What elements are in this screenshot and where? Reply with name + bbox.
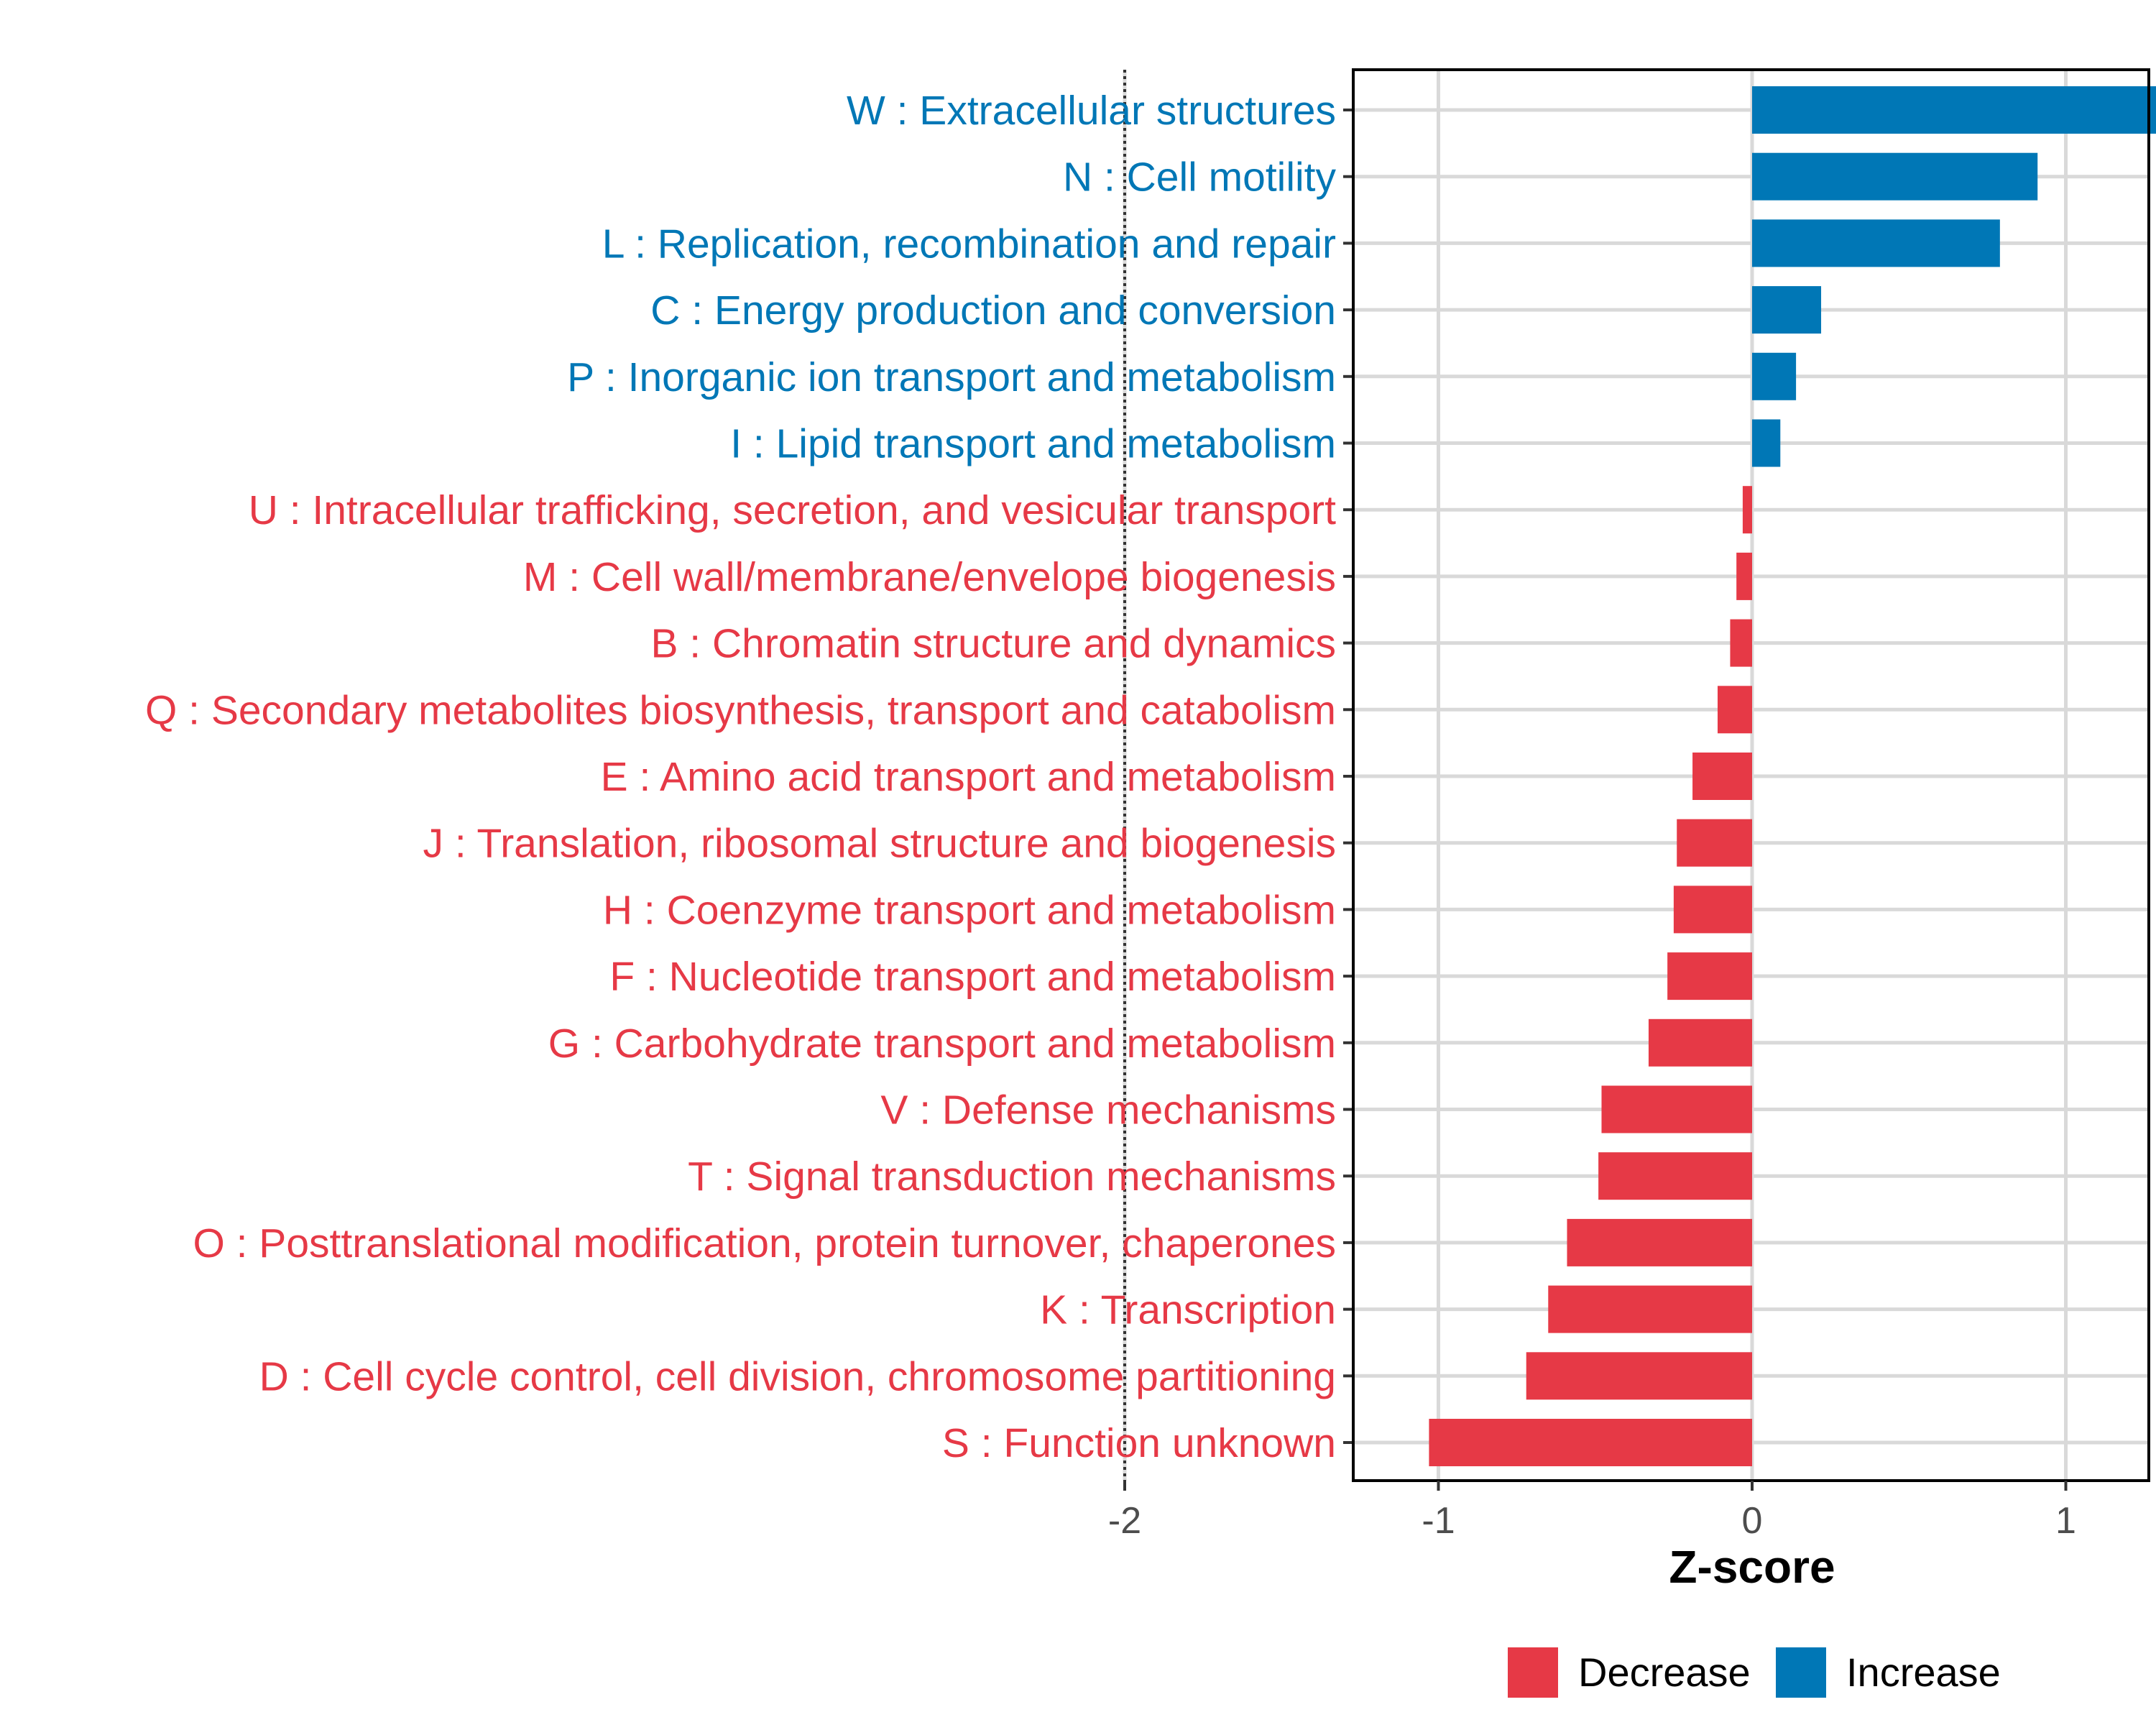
- bars: [1429, 86, 2156, 1466]
- bar: [1601, 1085, 1752, 1133]
- bar: [1752, 219, 2000, 267]
- bar: [1752, 419, 1781, 467]
- legend-label: Decrease: [1578, 1650, 1751, 1695]
- bar: [1548, 1285, 1752, 1333]
- bar: [1752, 352, 1797, 400]
- legend-swatch: [1776, 1647, 1826, 1698]
- category-label: Q : Secondary metabolites biosynthesis, …: [145, 687, 1336, 733]
- bar: [1677, 819, 1752, 867]
- category-label: H : Coenzyme transport and metabolism: [603, 887, 1336, 933]
- bar: [1567, 1218, 1752, 1266]
- category-label: I : Lipid transport and metabolism: [730, 421, 1336, 467]
- category-label: C : Energy production and conversion: [650, 288, 1336, 334]
- category-label: G : Carbohydrate transport and metabolis…: [548, 1021, 1336, 1067]
- x-axis: -2-1012: [1108, 1481, 2076, 1542]
- bar: [1742, 486, 1752, 534]
- bar: [1692, 753, 1752, 800]
- bar: [1526, 1352, 1752, 1400]
- category-label: T : Signal transduction mechanisms: [688, 1154, 1336, 1200]
- legend: Decrease Increase: [1508, 1647, 2001, 1698]
- bar: [1717, 686, 1752, 734]
- category-label: U : Intracellular trafficking, secretion…: [249, 487, 1336, 533]
- bar: [1429, 1419, 1752, 1466]
- category-label: N : Cell motility: [1063, 155, 1337, 201]
- x-tick-label: 1: [2055, 1500, 2076, 1542]
- category-label: M : Cell wall/membrane/envelope biogenes…: [523, 554, 1336, 600]
- legend-swatch: [1508, 1647, 1558, 1698]
- category-label: D : Cell cycle control, cell division, c…: [259, 1353, 1336, 1399]
- bar: [1648, 1018, 1752, 1067]
- category-label: P : Inorganic ion transport and metaboli…: [567, 354, 1336, 400]
- bar: [1598, 1152, 1752, 1200]
- category-label: E : Amino acid transport and metabolism: [601, 754, 1336, 800]
- bar: [1673, 886, 1752, 934]
- bar: [1752, 286, 1822, 334]
- x-tick-label: -1: [1422, 1500, 1455, 1542]
- bar: [1752, 86, 2156, 134]
- x-tick-label: 0: [1742, 1500, 1763, 1542]
- category-label: W : Extracellular structures: [847, 88, 1336, 134]
- category-label: L : Replication, recombination and repai…: [602, 221, 1336, 267]
- legend-label: Increase: [1846, 1650, 2001, 1695]
- category-label: F : Nucleotide transport and metabolism: [609, 954, 1336, 1000]
- category-label: J : Translation, ribosomal structure and…: [423, 821, 1336, 867]
- bar: [1730, 619, 1752, 667]
- category-labels: W : Extracellular structures N : Cell mot…: [145, 68, 2150, 1482]
- x-axis-title: Z-score: [1669, 1541, 1835, 1593]
- category-label: O : Posttranslational modification, prot…: [193, 1220, 1336, 1266]
- bar: [1736, 552, 1752, 600]
- category-label: S : Function unknown: [942, 1420, 1336, 1466]
- x-tick-label: -2: [1108, 1500, 1141, 1542]
- category-label: B : Chromatin structure and dynamics: [650, 621, 1336, 667]
- category-label: K : Transcription: [1040, 1287, 1336, 1333]
- bar: [1667, 952, 1752, 1000]
- category-label: V : Defense mechanisms: [880, 1087, 1336, 1133]
- bar: [1752, 152, 2038, 201]
